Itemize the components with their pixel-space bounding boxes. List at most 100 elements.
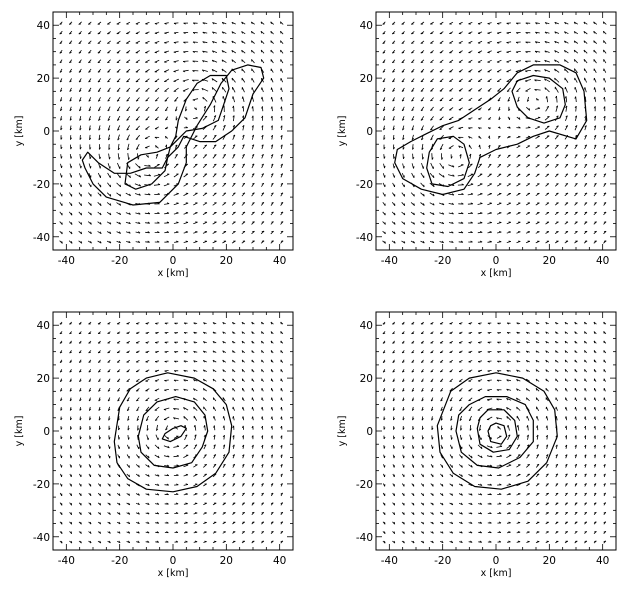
vector-arrow <box>574 125 578 131</box>
vector-arrow-head <box>441 502 444 506</box>
vector-arrow-head <box>232 331 234 334</box>
vector-arrow-head <box>195 240 198 242</box>
vector-arrow-head <box>508 502 511 505</box>
vector-arrow <box>156 424 158 431</box>
vector-arrow-head <box>251 511 255 514</box>
vector-arrow-head <box>432 493 434 496</box>
vector-arrow-head <box>251 331 253 334</box>
vector-arrow-head <box>499 445 503 447</box>
panel-top-right: -40 -20 0 20 40 -40 -20 0 20 40 x [km] y [km] <box>323 0 623 300</box>
vector-arrow-head <box>214 125 217 127</box>
vector-arrow-head <box>280 540 284 542</box>
vector-arrow-head <box>154 32 158 35</box>
vector-arrow <box>448 203 454 205</box>
vector-arrow-head <box>176 493 179 495</box>
vector-arrow-head <box>516 360 519 363</box>
vector-arrow <box>486 416 493 420</box>
vector-arrow-head <box>392 128 395 131</box>
vector-arrow <box>135 125 140 131</box>
vector-arrow <box>155 434 159 441</box>
vector-arrow-head <box>280 154 283 157</box>
x-tick-label: 20 <box>220 555 233 567</box>
vector-arrow-head <box>508 126 511 129</box>
vector-arrow-head <box>261 425 263 429</box>
vector-arrow-head <box>69 351 72 354</box>
vector-arrow <box>460 434 462 440</box>
vector-arrow-head <box>584 134 587 137</box>
vector-arrow-head <box>487 361 490 363</box>
vector-arrow <box>145 116 150 121</box>
vector-arrow <box>117 143 120 150</box>
vector-arrow <box>145 415 149 421</box>
vector-arrow-head <box>138 474 140 477</box>
vector-arrow-head <box>88 342 91 344</box>
vector-arrow-head <box>432 521 434 525</box>
vector-arrow-head <box>271 211 274 214</box>
density-contour <box>487 422 508 445</box>
vector-arrow-head <box>223 163 226 166</box>
vector-arrow-head <box>516 32 519 35</box>
vector-arrow-head <box>242 173 245 175</box>
vector-arrow <box>183 407 189 411</box>
vector-arrow-head <box>135 109 139 111</box>
vector-arrow-head <box>261 454 264 457</box>
vector-arrow-head <box>603 435 606 438</box>
vector-arrow-head <box>147 240 150 243</box>
vector-arrow-head <box>382 32 386 35</box>
vector-arrow-head <box>442 212 445 215</box>
vector-arrow-head <box>420 90 424 92</box>
vector-arrow-head <box>99 531 102 534</box>
vector-arrow-head <box>555 350 557 353</box>
vector-arrow-head <box>470 212 473 214</box>
vector-arrow-head <box>403 455 405 459</box>
vector-arrow-head <box>202 388 205 391</box>
vector-arrow-head <box>584 435 587 438</box>
vector-arrow-head <box>98 408 101 411</box>
vector-arrow-head <box>412 147 415 150</box>
vector-arrow-head <box>403 531 405 534</box>
vector-arrow-head <box>60 108 63 112</box>
vector-arrow-head <box>593 416 596 419</box>
vector-arrow-head <box>565 454 568 457</box>
vector-arrow-head <box>154 361 158 363</box>
vector-arrow-head <box>393 427 396 430</box>
vector-arrow <box>420 125 424 131</box>
vector-arrow-head <box>499 464 502 467</box>
vector-arrow-head <box>526 425 529 428</box>
vector-arrow <box>535 126 541 130</box>
vector-arrow-head <box>60 427 63 430</box>
vector-arrow <box>202 163 208 168</box>
vector-arrow-head <box>450 540 454 543</box>
vector-arrow-head <box>79 389 82 392</box>
vector-arrow-head <box>251 49 253 53</box>
vector-arrow-head <box>384 455 386 459</box>
vector-arrow-head <box>384 465 386 468</box>
vector-arrow-head <box>251 473 255 476</box>
vector-arrow <box>164 59 170 63</box>
vector-arrow-head <box>98 361 101 363</box>
vector-arrow <box>469 425 472 431</box>
vector-arrow-head <box>270 416 273 419</box>
vector-arrow-head <box>203 397 205 400</box>
vector-arrow-head <box>516 90 519 92</box>
vector-arrow-head <box>280 435 283 438</box>
vector-arrow-head <box>186 117 188 120</box>
vector-arrow-head <box>450 418 453 421</box>
vector-arrow-head <box>506 341 510 344</box>
vector-arrow-head <box>280 492 283 495</box>
vector-arrow-head <box>204 135 208 137</box>
vector-arrow-head <box>89 408 92 411</box>
vector-arrow-head <box>487 370 490 373</box>
vector-arrow <box>535 107 541 110</box>
vector-arrow-head <box>145 409 149 412</box>
vector-arrow <box>544 87 550 93</box>
vector-arrow-head <box>422 157 424 160</box>
vector-arrow <box>506 407 512 411</box>
vector-arrow-head <box>173 370 177 373</box>
vector-arrow-head <box>252 192 255 194</box>
vector-arrow-head <box>183 51 186 54</box>
vector-arrow-head <box>401 61 405 64</box>
vector-arrow-head <box>439 99 443 102</box>
vector-arrow <box>584 87 587 93</box>
vector-arrow-head <box>260 40 263 43</box>
